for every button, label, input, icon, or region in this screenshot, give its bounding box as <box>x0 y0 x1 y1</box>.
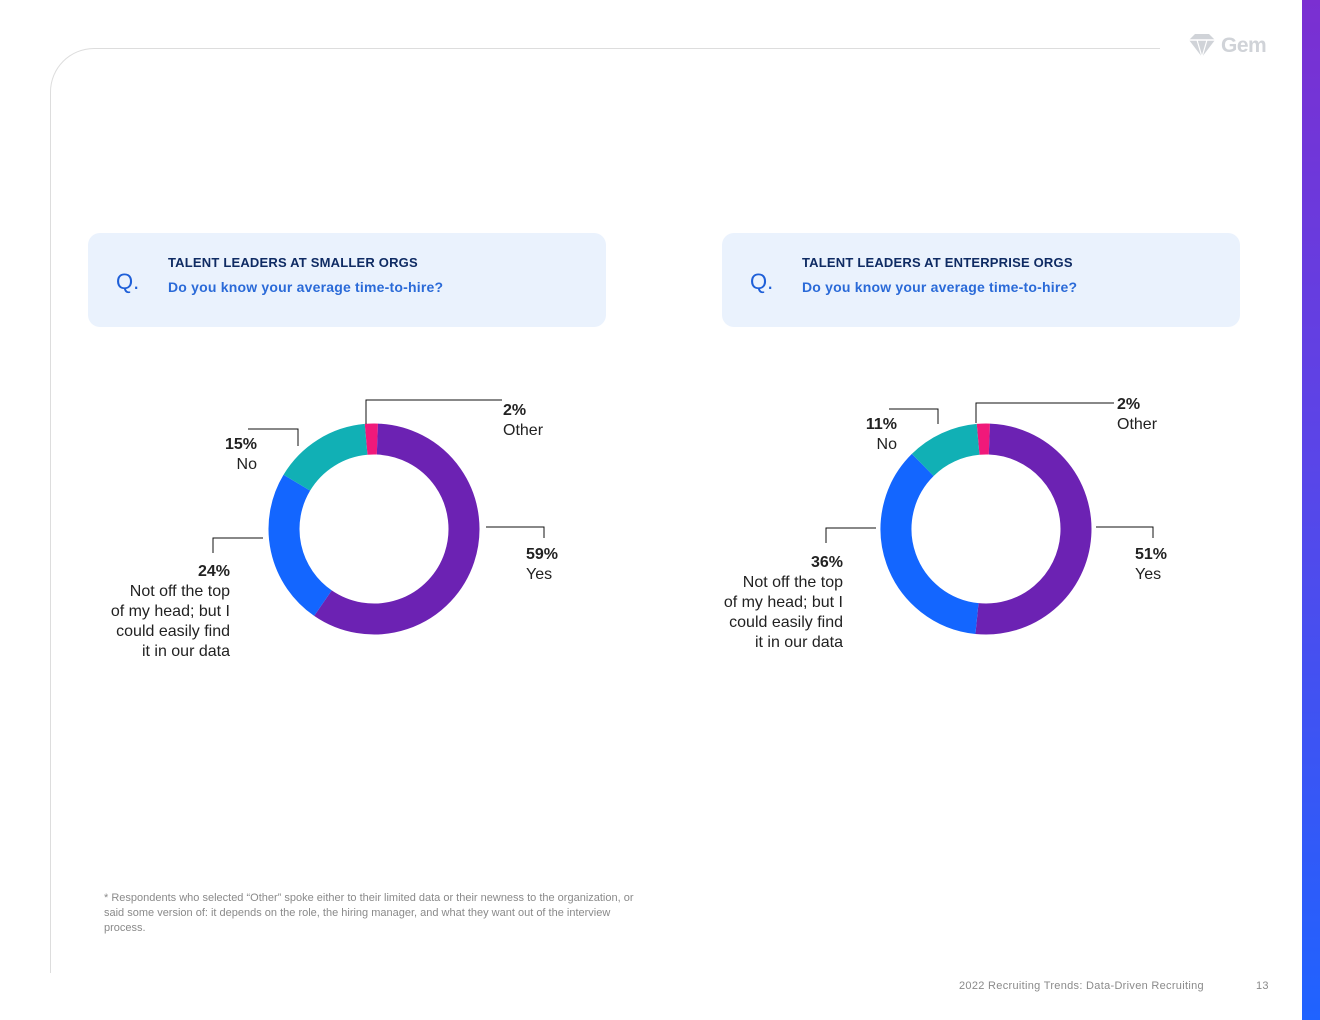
label-pct-unsure: 36% <box>811 554 843 571</box>
leader-line-yes <box>486 526 545 538</box>
question-box-smaller-orgs: Q. TALENT LEADERS AT SMALLER ORGS Do you… <box>88 233 606 327</box>
label-pct-yes: 59% <box>526 546 558 563</box>
logo-text: Gem <box>1221 34 1267 57</box>
label-pct-other: 2% <box>1117 396 1140 413</box>
label-other: Other <box>503 422 544 439</box>
leader-line-unsure <box>212 537 263 553</box>
question-text: Do you know your average time-to-hire? <box>168 279 444 295</box>
question-text: Do you know your average time-to-hire? <box>802 279 1078 295</box>
leader-line-no <box>889 408 939 424</box>
footer-title: 2022 Recruiting Trends: Data-Driven Recr… <box>959 980 1204 992</box>
q-mark: Q. <box>750 269 774 294</box>
label-pct-other: 2% <box>503 402 526 419</box>
label-pct-yes: 51% <box>1135 546 1167 563</box>
slice-yes <box>975 423 1092 635</box>
brand-side-bar <box>1302 0 1320 1020</box>
leader-line-no <box>248 428 299 446</box>
donut-chart-smaller-orgs: 2% Other 15% No 59% Yes 24% Not off the … <box>111 399 558 660</box>
label-unsure-line-3: could easily find <box>116 623 230 640</box>
slice-no <box>283 423 369 492</box>
slice-no <box>911 423 981 477</box>
label-unsure-line-4: it in our data <box>755 634 843 651</box>
page-frame <box>50 48 1160 973</box>
question-heading: TALENT LEADERS AT ENTERPRISE ORGS <box>802 255 1073 270</box>
q-mark: Q. <box>116 269 140 294</box>
gem-logo: Gem <box>1186 33 1267 59</box>
leader-line-other <box>975 402 1114 423</box>
donut-chart-enterprise-orgs: 2% Other 11% No 51% Yes 36% Not off the … <box>724 396 1167 651</box>
leader-line-other <box>365 399 502 424</box>
label-other: Other <box>1117 416 1158 433</box>
slice-yes <box>314 423 480 635</box>
label-no: No <box>877 436 898 453</box>
question-heading: TALENT LEADERS AT SMALLER ORGS <box>168 255 418 270</box>
page-number: 13 <box>1256 980 1269 992</box>
label-unsure-line-3: could easily find <box>729 614 843 631</box>
leader-line-yes <box>1096 526 1154 538</box>
leader-line-unsure <box>825 527 876 543</box>
question-box-enterprise-orgs: Q. TALENT LEADERS AT ENTERPRISE ORGS Do … <box>722 233 1240 327</box>
label-yes: Yes <box>1135 566 1161 583</box>
label-unsure-line-1: Not off the top <box>130 583 230 600</box>
label-pct-no: 11% <box>866 416 897 433</box>
slice-unsure <box>268 474 333 616</box>
label-unsure-line-4: it in our data <box>142 643 230 660</box>
label-yes: Yes <box>526 566 552 583</box>
footnote: * Respondents who selected “Other” spoke… <box>104 892 634 934</box>
slice-unsure <box>880 453 980 634</box>
label-pct-no: 15% <box>225 436 257 453</box>
label-unsure-line-2: of my head; but I <box>111 603 230 620</box>
label-pct-unsure: 24% <box>198 563 230 580</box>
gem-icon <box>1189 34 1215 59</box>
label-no: No <box>237 456 258 473</box>
label-unsure-line-1: Not off the top <box>743 574 843 591</box>
label-unsure-line-2: of my head; but I <box>724 594 843 611</box>
